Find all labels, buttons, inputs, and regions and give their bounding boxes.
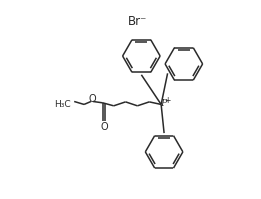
Text: O: O [100, 122, 108, 132]
Text: +: + [164, 96, 170, 105]
Text: O: O [88, 94, 96, 104]
Text: P: P [160, 99, 166, 108]
Text: H₃C: H₃C [54, 100, 71, 109]
Text: Br⁻: Br⁻ [128, 15, 147, 28]
